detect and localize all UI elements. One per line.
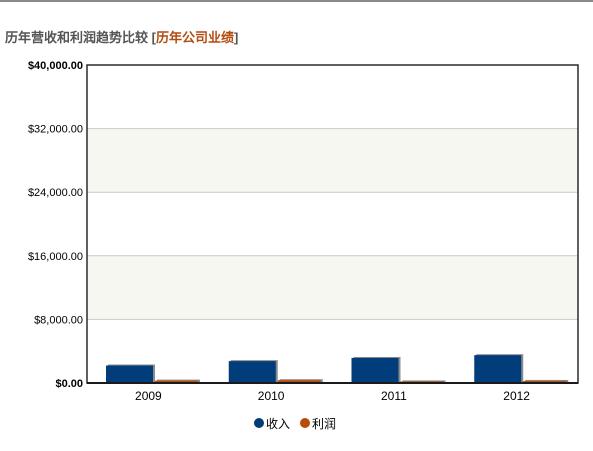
bar-revenue — [228, 361, 276, 383]
bar-revenue — [106, 365, 153, 383]
bar-profit — [523, 380, 567, 383]
legend-label-revenue: 收入 — [266, 417, 290, 431]
y-tick-label: $32,000.00 — [28, 124, 83, 136]
bar-revenue — [474, 355, 522, 383]
plot-band — [87, 128, 578, 193]
plot-band — [87, 255, 578, 320]
link-bracket-close: ] — [234, 30, 239, 45]
company-performance-link[interactable]: 历年公司业绩 — [155, 30, 234, 45]
bar-profit — [277, 380, 321, 383]
top-divider — [0, 0, 593, 2]
legend-marker-revenue — [254, 418, 264, 428]
plot-background — [87, 65, 578, 383]
x-tick-label: 2010 — [258, 389, 285, 403]
section-heading: 历年营收和利润趋势比较 [历年公司业绩] — [5, 27, 238, 46]
bar-revenue — [351, 357, 399, 383]
x-tick-label: 2012 — [503, 389, 530, 403]
y-tick-label: $40,000.00 — [28, 60, 83, 72]
y-tick-label: $0.00 — [55, 378, 83, 390]
y-tick-label: $16,000.00 — [28, 251, 83, 263]
x-tick-label: 2009 — [135, 389, 162, 403]
x-tick-label: 2011 — [381, 389, 407, 403]
legend-marker-profit — [300, 418, 310, 428]
link-bracket-open: [ — [151, 30, 156, 45]
chart-title: 历年营收和利润趋势比较 — [5, 30, 149, 45]
bar-profit — [155, 380, 198, 383]
legend-label-profit: 利润 — [312, 417, 336, 431]
y-tick-label: $8,000.00 — [34, 314, 83, 326]
y-tick-label: $24,000.00 — [28, 187, 83, 199]
